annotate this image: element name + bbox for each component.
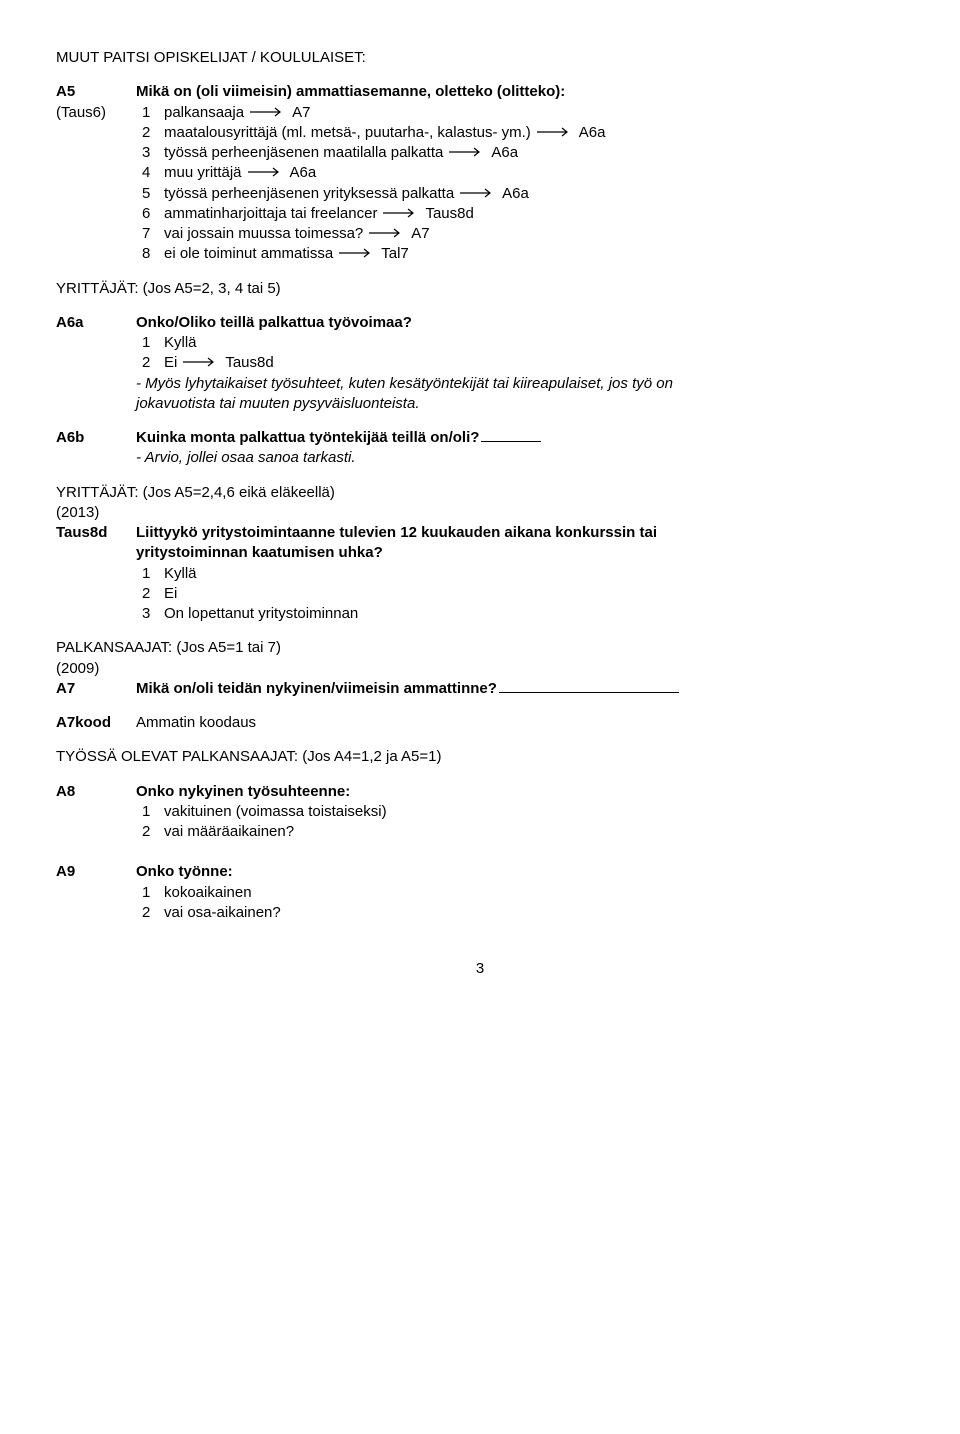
question-a6b: A6b Kuinka monta palkattua työntekijää t… [56, 428, 904, 469]
arrow-target: A6a [502, 184, 529, 204]
arrow-target: A7 [411, 224, 429, 244]
option: 3On lopettanut yritystoiminnan [136, 604, 904, 624]
arrow-target: A6a [491, 143, 518, 163]
question-a7: A7 Mikä on/oli teidän nykyinen/viimeisin… [56, 679, 904, 699]
arrow-right-icon [250, 107, 286, 117]
code-a7: A7 [56, 679, 136, 699]
option: 7vai jossain muussa toimessa? A7 [136, 224, 904, 244]
code-taus8d: Taus8d [56, 523, 136, 624]
option: 4muu yrittäjä A6a [136, 163, 904, 183]
a7kood-text: Ammatin koodaus [136, 713, 904, 733]
option-text: muu yrittäjä [164, 163, 242, 183]
question-text: Mikä on (oli viimeisin) ammattiasemanne,… [136, 82, 904, 102]
option: 2vai määräaikainen? [136, 822, 904, 842]
arrow-right-icon [369, 228, 405, 238]
arrow-target: A6a [290, 163, 317, 183]
option-number: 5 [136, 184, 164, 204]
section-palkansaajat-line1: PALKANSAAJAT: (Jos A5=1 tai 7) [56, 638, 904, 658]
option-number: 6 [136, 204, 164, 224]
code-a7kood: A7kood [56, 713, 136, 733]
arrow-right-icon [248, 167, 284, 177]
subcode-taus6: (Taus6) [56, 103, 136, 123]
code-a6a: A6a [56, 313, 136, 414]
question-a9: A9 Onko työnne: 1kokoaikainen 2vai osa-a… [56, 862, 904, 923]
option: 2Ei [136, 584, 904, 604]
option-text: maatalousyrittäjä (ml. metsä-, puutarha-… [164, 123, 531, 143]
option-text: palkansaaja [164, 103, 244, 123]
arrow-right-icon [449, 147, 485, 157]
question-text-line1: Liittyykö yritystoimintaanne tulevien 12… [136, 523, 904, 543]
option: 6ammatinharjoittaja tai freelancer Taus8d [136, 204, 904, 224]
question-text: Onko/Oliko teillä palkattua työvoimaa? [136, 313, 904, 333]
option-text: Kyllä [164, 333, 197, 353]
question-a6a: A6a Onko/Oliko teillä palkattua työvoima… [56, 313, 904, 414]
page-number: 3 [56, 959, 904, 979]
option: 3työssä perheenjäsenen maatilalla palkat… [136, 143, 904, 163]
arrow-target: Tal7 [381, 244, 409, 264]
option-text: ei ole toiminut ammatissa [164, 244, 333, 264]
blank-line [481, 441, 541, 442]
arrow-right-icon [183, 357, 219, 367]
section-tyossa: TYÖSSÄ OLEVAT PALKANSAAJAT: (Jos A4=1,2 … [56, 747, 904, 767]
option: 1palkansaaja A7 [136, 103, 904, 123]
option-text: työssä perheenjäsenen maatilalla palkatt… [164, 143, 443, 163]
option-text: ammatinharjoittaja tai freelancer [164, 204, 377, 224]
option-number: 1 [136, 333, 164, 353]
note-line: - Arvio, jollei osaa sanoa tarkasti. [136, 448, 904, 468]
option: 5työssä perheenjäsenen yrityksessä palka… [136, 184, 904, 204]
section-yrittajat-1: YRITTÄJÄT: (Jos A5=2, 3, 4 tai 5) [56, 279, 904, 299]
arrow-right-icon [339, 248, 375, 258]
option-number: 3 [136, 143, 164, 163]
question-a7kood: A7kood Ammatin koodaus [56, 713, 904, 733]
arrow-target: A7 [292, 103, 310, 123]
arrow-right-icon [383, 208, 419, 218]
option: 1 Kyllä [136, 333, 904, 353]
option-text: Ei [164, 353, 177, 373]
question-text: Kuinka monta palkattua työntekijää teill… [136, 428, 904, 448]
option: 8ei ole toiminut ammatissa Tal7 [136, 244, 904, 264]
arrow-target: Taus8d [425, 204, 473, 224]
section-yrittajat-2-line2: (2013) [56, 503, 904, 523]
option-text: työssä perheenjäsenen yrityksessä palkat… [164, 184, 454, 204]
option: 2 Ei Taus8d [136, 353, 904, 373]
option-number: 1 [136, 103, 164, 123]
option: 2vai osa-aikainen? [136, 903, 904, 923]
arrow-right-icon [460, 188, 496, 198]
option: 2maatalousyrittäjä (ml. metsä-, puutarha… [136, 123, 904, 143]
note-line: - Myös lyhytaikaiset työsuhteet, kuten k… [136, 374, 904, 394]
code-a9: A9 [56, 862, 136, 923]
option: 1vakituinen (voimassa toistaiseksi) [136, 802, 904, 822]
option: 1Kyllä [136, 564, 904, 584]
question-text: Mikä on/oli teidän nykyinen/viimeisin am… [136, 680, 497, 697]
question-text: Onko työnne: [136, 862, 904, 882]
option-number: 2 [136, 353, 164, 373]
section-yrittajat-2-line1: YRITTÄJÄT: (Jos A5=2,4,6 eikä eläkeellä) [56, 483, 904, 503]
note-line: jokavuotista tai muuten pysyväisluonteis… [136, 394, 904, 414]
arrow-target: Taus8d [225, 353, 273, 373]
question-text: Onko nykyinen työsuhteenne: [136, 782, 904, 802]
option-number: 7 [136, 224, 164, 244]
option-number: 8 [136, 244, 164, 264]
code-a8: A8 [56, 782, 136, 843]
section-header: MUUT PAITSI OPISKELIJAT / KOULULAISET: [56, 48, 904, 68]
code-a5: A5 [56, 82, 136, 102]
section-palkansaajat-line2: (2009) [56, 659, 904, 679]
option-number: 2 [136, 123, 164, 143]
option-number: 4 [136, 163, 164, 183]
arrow-right-icon [537, 127, 573, 137]
option-text: vai jossain muussa toimessa? [164, 224, 363, 244]
question-text-line2: yritystoiminnan kaatumisen uhka? [136, 543, 904, 563]
question-a8: A8 Onko nykyinen työsuhteenne: 1vakituin… [56, 782, 904, 843]
option: 1kokoaikainen [136, 883, 904, 903]
arrow-target: A6a [579, 123, 606, 143]
question-a5: A5 (Taus6) Mikä on (oli viimeisin) ammat… [56, 82, 904, 264]
code-a6b: A6b [56, 428, 136, 469]
blank-line [499, 692, 679, 693]
question-taus8d: Taus8d Liittyykö yritystoimintaanne tule… [56, 523, 904, 624]
